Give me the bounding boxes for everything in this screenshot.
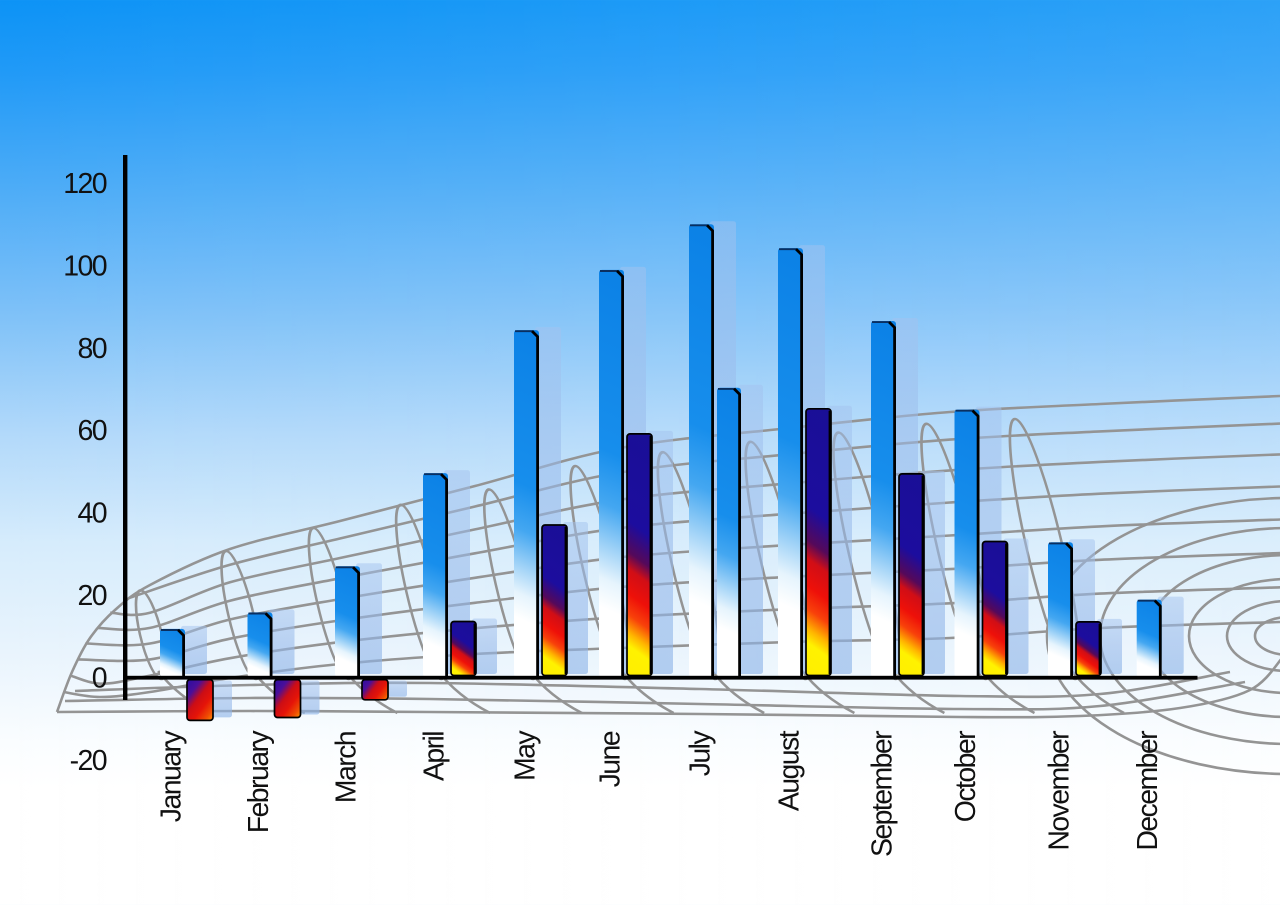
svg-text:May: May [510,730,542,781]
svg-text:40: 40 [77,498,106,530]
svg-text:January: January [156,730,188,823]
svg-text:September: September [867,730,899,857]
svg-text:June: June [595,731,627,787]
svg-text:April: April [419,732,451,781]
svg-text:120: 120 [63,168,107,200]
svg-text:0: 0 [92,663,107,695]
svg-text:-20: -20 [70,745,107,777]
svg-text:60: 60 [77,415,106,447]
svg-text:100: 100 [63,251,107,283]
svg-text:80: 80 [77,333,106,365]
svg-text:February: February [243,730,275,834]
svg-text:August: August [774,730,806,811]
svg-text:20: 20 [77,580,106,612]
svg-text:July: July [685,730,717,777]
svg-text:March: March [331,732,363,803]
svg-text:December: December [1132,730,1164,851]
svg-text:November: November [1044,730,1076,851]
svg-text:October: October [950,730,982,822]
